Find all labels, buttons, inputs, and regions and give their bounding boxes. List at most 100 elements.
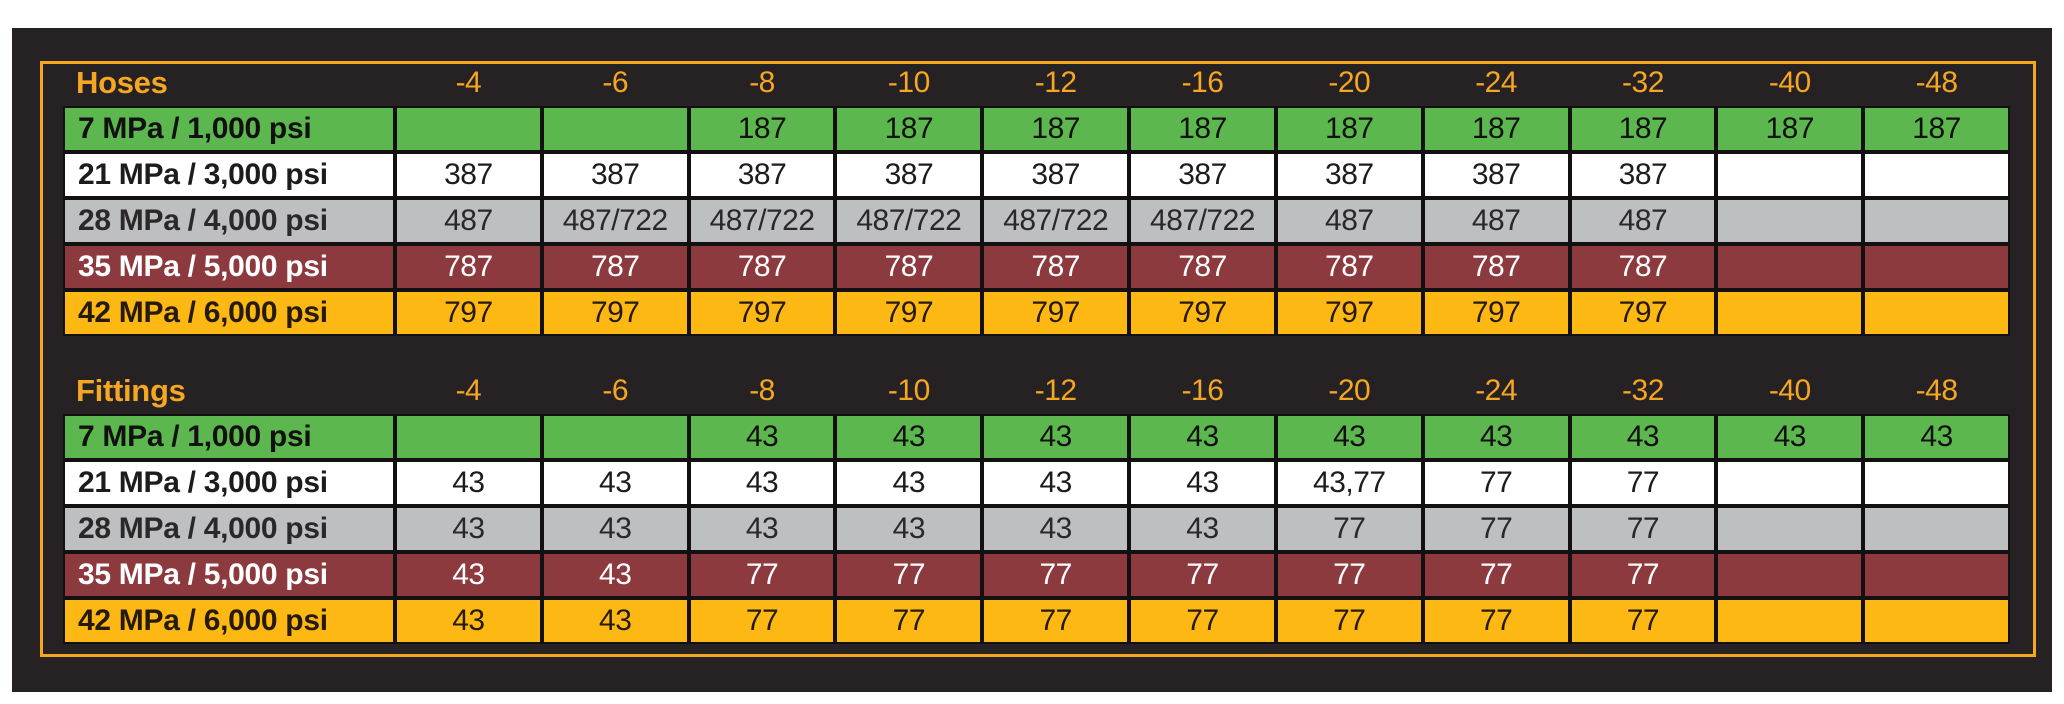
value-cell: 77 xyxy=(835,552,983,598)
value-cell xyxy=(1863,506,2010,552)
row-label: 42 MPa / 6,000 psi xyxy=(63,598,395,644)
value-cell: 787 xyxy=(541,244,689,290)
fittings-body: 7 MPa / 1,000 psi 43 43 43 43 43 43 43 43 43 21 MP… xyxy=(63,414,2010,644)
value-cell: 487 xyxy=(1422,198,1570,244)
value-cell: 187 xyxy=(1569,106,1717,152)
value-cell xyxy=(1716,198,1864,244)
value-cell: 43 xyxy=(1716,414,1864,460)
value-cell: 787 xyxy=(1275,244,1423,290)
value-cell: 77 xyxy=(688,552,836,598)
value-cell: 43,77 xyxy=(1275,460,1423,506)
value-cell: 187 xyxy=(1863,106,2010,152)
hoses-body: 7 MPa / 1,000 psi 187 187 187 187 187 187 187 18… xyxy=(63,106,2010,336)
value-cell: 43 xyxy=(982,460,1130,506)
value-cell: 797 xyxy=(1569,290,1717,336)
value-cell: 797 xyxy=(982,290,1130,336)
value-cell: 43 xyxy=(541,506,689,552)
value-cell: 43 xyxy=(835,460,983,506)
column-header: -6 xyxy=(602,66,629,99)
value-cell: 77 xyxy=(688,598,836,644)
column-header: -20 xyxy=(1328,374,1371,407)
value-cell: 187 xyxy=(835,106,983,152)
value-cell xyxy=(1863,552,2010,598)
value-cell: 187 xyxy=(982,106,1130,152)
value-cell: 77 xyxy=(1129,598,1276,644)
column-header: -32 xyxy=(1622,66,1664,99)
value-cell: 387 xyxy=(1275,152,1423,198)
row-label: 35 MPa / 5,000 psi xyxy=(63,552,395,598)
value-cell: 387 xyxy=(1129,152,1276,198)
value-cell: 43 xyxy=(1275,414,1423,460)
hoses-table: Hoses -4 -6 -8 -10 -12 -16 -20 -24 -32 -40 -48 7 M… xyxy=(63,60,2010,336)
value-cell: 77 xyxy=(1422,598,1570,644)
value-cell: 487 xyxy=(395,198,542,244)
value-cell xyxy=(1863,152,2010,198)
value-cell xyxy=(1863,598,2010,644)
value-cell: 43 xyxy=(982,414,1130,460)
value-cell xyxy=(1863,198,2010,244)
value-cell xyxy=(541,106,689,152)
value-cell: 43 xyxy=(1129,414,1276,460)
value-cell: 43 xyxy=(395,460,542,506)
value-cell: 187 xyxy=(1129,106,1276,152)
value-cell xyxy=(1716,598,1864,644)
value-cell: 77 xyxy=(982,598,1130,644)
value-cell: 387 xyxy=(1569,152,1717,198)
row-label: 28 MPa / 4,000 psi xyxy=(63,506,395,552)
column-header: -48 xyxy=(1915,66,1958,99)
value-cell: 797 xyxy=(395,290,542,336)
value-cell: 43 xyxy=(1569,414,1717,460)
value-cell: 43 xyxy=(688,414,836,460)
value-cell: 787 xyxy=(982,244,1130,290)
value-cell: 77 xyxy=(1129,552,1276,598)
value-cell: 787 xyxy=(1129,244,1276,290)
hoses-title: Hoses xyxy=(76,65,168,100)
value-cell xyxy=(395,414,542,460)
row-label: 28 MPa / 4,000 psi xyxy=(63,198,395,244)
value-cell: 77 xyxy=(1422,460,1570,506)
value-cell: 387 xyxy=(835,152,983,198)
value-cell: 487/722 xyxy=(982,198,1130,244)
value-cell: 77 xyxy=(1569,552,1717,598)
value-cell: 797 xyxy=(835,290,983,336)
value-cell: 487 xyxy=(1275,198,1423,244)
value-cell: 77 xyxy=(1569,598,1717,644)
value-cell: 43 xyxy=(835,506,983,552)
value-cell: 77 xyxy=(1422,552,1570,598)
value-cell xyxy=(1716,460,1864,506)
value-cell: 43 xyxy=(541,460,689,506)
column-header: -8 xyxy=(749,374,775,407)
column-header: -6 xyxy=(602,374,629,407)
value-cell: 77 xyxy=(1275,598,1423,644)
column-header: -10 xyxy=(887,374,930,407)
column-header: -20 xyxy=(1328,66,1371,99)
value-cell: 387 xyxy=(688,152,836,198)
value-cell: 187 xyxy=(1275,106,1423,152)
value-cell: 43 xyxy=(541,598,689,644)
column-header: -12 xyxy=(1034,374,1077,407)
column-header: -4 xyxy=(455,374,482,407)
value-cell: 787 xyxy=(835,244,983,290)
value-cell: 43 xyxy=(1129,460,1276,506)
value-cell xyxy=(395,106,542,152)
value-cell xyxy=(1863,460,2010,506)
value-cell xyxy=(1716,290,1864,336)
value-cell: 77 xyxy=(982,552,1130,598)
value-cell: 387 xyxy=(1422,152,1570,198)
row-label: 35 MPa / 5,000 psi xyxy=(63,244,395,290)
value-cell: 43 xyxy=(395,552,542,598)
value-cell: 787 xyxy=(688,244,836,290)
column-header: -16 xyxy=(1181,374,1224,407)
value-cell: 387 xyxy=(982,152,1130,198)
value-cell: 77 xyxy=(1569,506,1717,552)
column-header: -4 xyxy=(455,66,482,99)
column-header: -8 xyxy=(749,66,775,99)
pressure-rating-panel: Hoses -4 -6 -8 -10 -12 -16 -20 -24 -32 -40 -48 7 M… xyxy=(12,28,2052,692)
value-cell: 43 xyxy=(688,506,836,552)
column-header: -24 xyxy=(1475,66,1518,99)
value-cell: 187 xyxy=(1422,106,1570,152)
value-cell: 787 xyxy=(1422,244,1570,290)
value-cell: 43 xyxy=(1863,414,2010,460)
value-cell: 187 xyxy=(1716,106,1864,152)
value-cell xyxy=(1863,290,2010,336)
